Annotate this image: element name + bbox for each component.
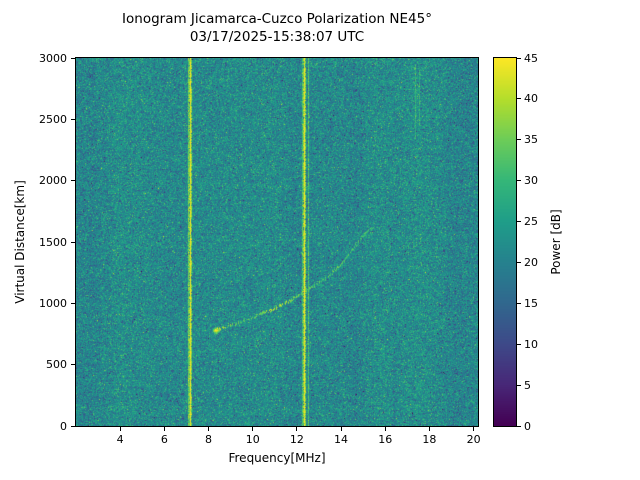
colorbar bbox=[494, 58, 516, 426]
x-tick bbox=[296, 427, 298, 431]
x-axis-label: Frequency[MHz] bbox=[228, 451, 326, 465]
y-tick-label: 1500 bbox=[39, 235, 67, 249]
y-tick-label: 0 bbox=[60, 419, 67, 433]
x-tick-label: 16 bbox=[378, 433, 393, 446]
cbar-tick bbox=[517, 343, 521, 345]
cbar-tick-label: 20 bbox=[524, 255, 538, 269]
ionogram-heatmap bbox=[76, 58, 478, 426]
cbar-tick-label: 35 bbox=[524, 133, 538, 147]
cbar-tick bbox=[517, 57, 521, 59]
x-tick bbox=[384, 427, 386, 431]
y-tick-label: 2000 bbox=[39, 174, 67, 188]
y-tick bbox=[71, 302, 75, 304]
cbar-tick-label: 30 bbox=[524, 174, 538, 188]
cbar-tick bbox=[517, 139, 521, 141]
x-tick bbox=[163, 427, 165, 431]
colorbar-label: Power [dB] bbox=[549, 209, 563, 275]
cbar-tick-label: 15 bbox=[524, 296, 538, 310]
x-tick-label: 4 bbox=[116, 433, 124, 446]
cbar-tick bbox=[517, 384, 521, 386]
y-tick bbox=[71, 364, 75, 366]
y-tick bbox=[71, 241, 75, 243]
y-tick bbox=[71, 180, 75, 182]
cbar-tick bbox=[517, 221, 521, 223]
x-tick bbox=[340, 427, 342, 431]
chart-title: Ionogram Jicamarca-Cuzco Polarization NE… bbox=[122, 11, 432, 27]
y-tick-label: 3000 bbox=[39, 51, 67, 65]
cbar-tick-label: 10 bbox=[524, 337, 538, 351]
cbar-tick-label: 5 bbox=[524, 378, 531, 392]
x-tick-label: 14 bbox=[334, 433, 349, 446]
cbar-tick bbox=[517, 425, 521, 427]
x-tick bbox=[473, 427, 475, 431]
x-tick-label: 10 bbox=[245, 433, 260, 446]
cbar-tick-label: 25 bbox=[524, 215, 538, 229]
y-tick-label: 500 bbox=[46, 358, 67, 372]
x-tick-label: 8 bbox=[205, 433, 213, 446]
x-tick-label: 12 bbox=[289, 433, 304, 446]
x-tick bbox=[208, 427, 210, 431]
x-tick-label: 18 bbox=[422, 433, 437, 446]
x-tick bbox=[252, 427, 254, 431]
cbar-tick-label: 45 bbox=[524, 51, 538, 65]
x-tick-label: 6 bbox=[160, 433, 168, 446]
x-tick-label: 20 bbox=[466, 433, 481, 446]
cbar-tick bbox=[517, 180, 521, 182]
y-tick bbox=[71, 118, 75, 120]
x-tick bbox=[428, 427, 430, 431]
y-tick bbox=[71, 57, 75, 59]
cbar-tick-label: 40 bbox=[524, 92, 538, 106]
y-tick bbox=[71, 425, 75, 427]
chart-subtitle: 03/17/2025-15:38:07 UTC bbox=[189, 29, 365, 45]
y-tick-label: 2500 bbox=[39, 112, 67, 126]
x-tick bbox=[119, 427, 121, 431]
y-tick-label: 1000 bbox=[39, 296, 67, 310]
cbar-tick bbox=[517, 98, 521, 100]
cbar-tick-label: 0 bbox=[524, 419, 531, 433]
cbar-tick bbox=[517, 261, 521, 263]
cbar-tick bbox=[517, 302, 521, 304]
y-axis-label: Virtual Distance[km] bbox=[13, 180, 27, 304]
